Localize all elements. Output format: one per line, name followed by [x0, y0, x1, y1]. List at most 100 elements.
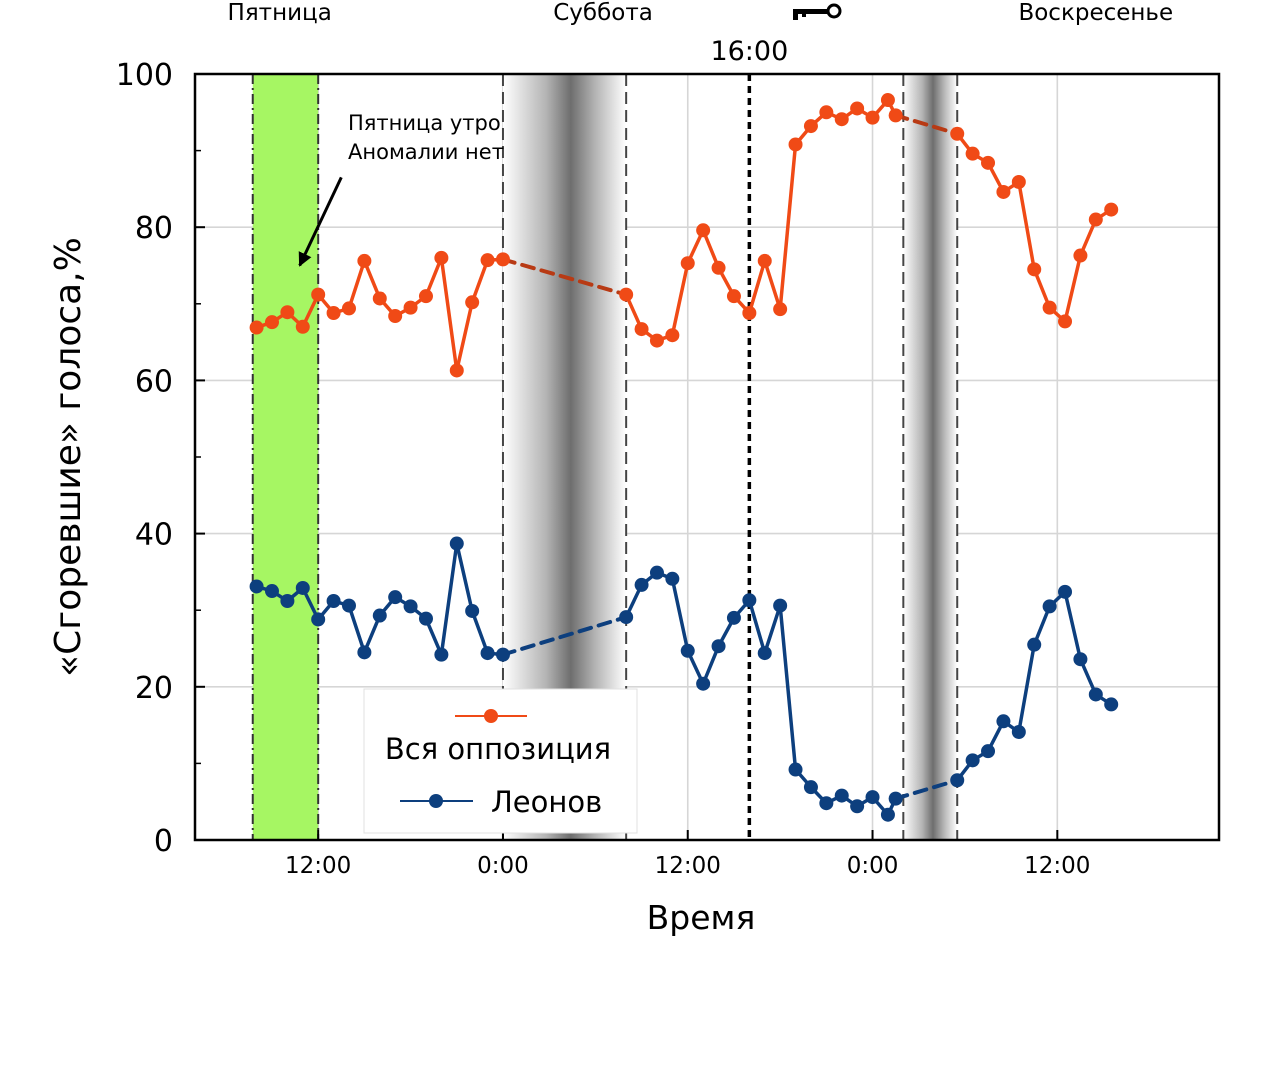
data-point: [950, 773, 965, 788]
data-point: [495, 647, 510, 662]
data-point: [388, 590, 403, 605]
data-point: [311, 287, 326, 302]
data-point: [665, 328, 680, 343]
legend-label-leonov: Леонов: [491, 785, 602, 819]
y-tick-label: 100: [116, 58, 173, 93]
series-segment: [455, 300, 474, 373]
annotation-arrow: [298, 176, 343, 267]
data-point: [649, 333, 664, 348]
series-segment: [762, 603, 782, 655]
key-time-label: 16:00: [710, 36, 788, 67]
series-gap-segment: [893, 778, 960, 801]
data-point: [619, 287, 634, 302]
data-point: [773, 598, 788, 613]
data-point: [880, 93, 895, 108]
data-point: [850, 101, 865, 116]
series-segment: [1063, 253, 1083, 324]
data-point: [742, 305, 757, 320]
data-point: [819, 105, 834, 120]
series-segment: [455, 541, 474, 613]
day-labels: Пятница Суббота Воскресенье: [228, 0, 1174, 26]
data-point: [711, 639, 726, 654]
series-leonov: [249, 536, 1119, 822]
data-point: [249, 320, 264, 335]
series-gap-segment: [500, 257, 629, 297]
data-point: [680, 256, 695, 271]
series-segment: [747, 259, 767, 315]
data-point: [803, 119, 818, 134]
y-axis: 0 20 40 60 80 100: [116, 58, 205, 859]
data-point: [888, 791, 903, 806]
data-point: [965, 146, 980, 161]
series-segment: [762, 259, 782, 311]
legend: Вся оппозиция Леонов: [363, 688, 638, 834]
day-label: Воскресенье: [1018, 0, 1173, 26]
data-point: [326, 305, 341, 320]
data-point: [834, 788, 849, 803]
data-point: [434, 250, 449, 265]
series-segment: [670, 261, 690, 337]
data-point: [649, 565, 664, 580]
data-point: [788, 137, 803, 152]
series-segment: [347, 603, 367, 655]
legend-marker-opposition: [484, 709, 498, 723]
data-point: [264, 315, 279, 330]
data-point: [357, 253, 372, 268]
data-point: [449, 363, 464, 378]
series-segment: [778, 603, 798, 772]
data-point: [495, 252, 510, 267]
data-point: [418, 611, 433, 626]
data-point: [249, 579, 264, 594]
data-point: [803, 780, 818, 795]
legend-entry-opposition: Вся оппозиция: [385, 709, 611, 766]
data-point: [465, 295, 480, 310]
annotation-line-2: Аномалии нет: [348, 140, 504, 164]
data-point: [295, 319, 310, 334]
data-point: [757, 646, 772, 661]
series-gap-segment: [893, 113, 960, 136]
data-point: [619, 610, 634, 625]
data-point: [1011, 724, 1026, 739]
data-point: [1104, 697, 1119, 712]
series-segment: [439, 256, 459, 373]
data-point: [1088, 687, 1103, 702]
x-axis-label: Время: [647, 898, 756, 937]
data-point: [357, 645, 372, 660]
x-tick-label: 0:00: [847, 853, 899, 879]
data-point: [1011, 175, 1026, 190]
y-tick-label: 0: [154, 824, 173, 859]
data-point: [726, 289, 741, 304]
data-point: [280, 594, 295, 609]
data-point: [1058, 314, 1073, 329]
y-tick-label: 20: [135, 671, 173, 706]
day-label: Пятница: [228, 0, 332, 26]
data-point: [1088, 212, 1103, 227]
data-point: [742, 593, 757, 608]
data-point: [834, 112, 849, 127]
x-axis: 12:00 0:00 12:00 0:00 12:00: [285, 830, 1090, 879]
annotation: Пятница утро Аномалии нет: [298, 111, 504, 267]
data-point: [1073, 248, 1088, 263]
series-opposition: [249, 93, 1119, 378]
series-segment: [347, 259, 367, 311]
data-point: [634, 577, 649, 592]
data-point: [665, 571, 680, 586]
x-tick-label: 12:00: [285, 853, 351, 879]
plot-area: [195, 74, 1219, 840]
day-label: Суббота: [553, 0, 653, 26]
data-point: [465, 603, 480, 618]
series-segment: [470, 258, 490, 305]
series-segment: [439, 541, 459, 657]
series-segment: [1063, 590, 1083, 661]
data-point: [850, 799, 865, 814]
data-point: [888, 108, 903, 123]
data-point: [757, 253, 772, 268]
data-point: [680, 643, 695, 658]
data-point: [1027, 262, 1042, 277]
data-point: [788, 762, 803, 777]
y-axis-label: «Сгоревшие» голоса,%: [48, 237, 89, 677]
data-point: [1042, 300, 1057, 315]
x-tick-label: 12:00: [655, 853, 721, 879]
series-segment: [470, 609, 490, 655]
